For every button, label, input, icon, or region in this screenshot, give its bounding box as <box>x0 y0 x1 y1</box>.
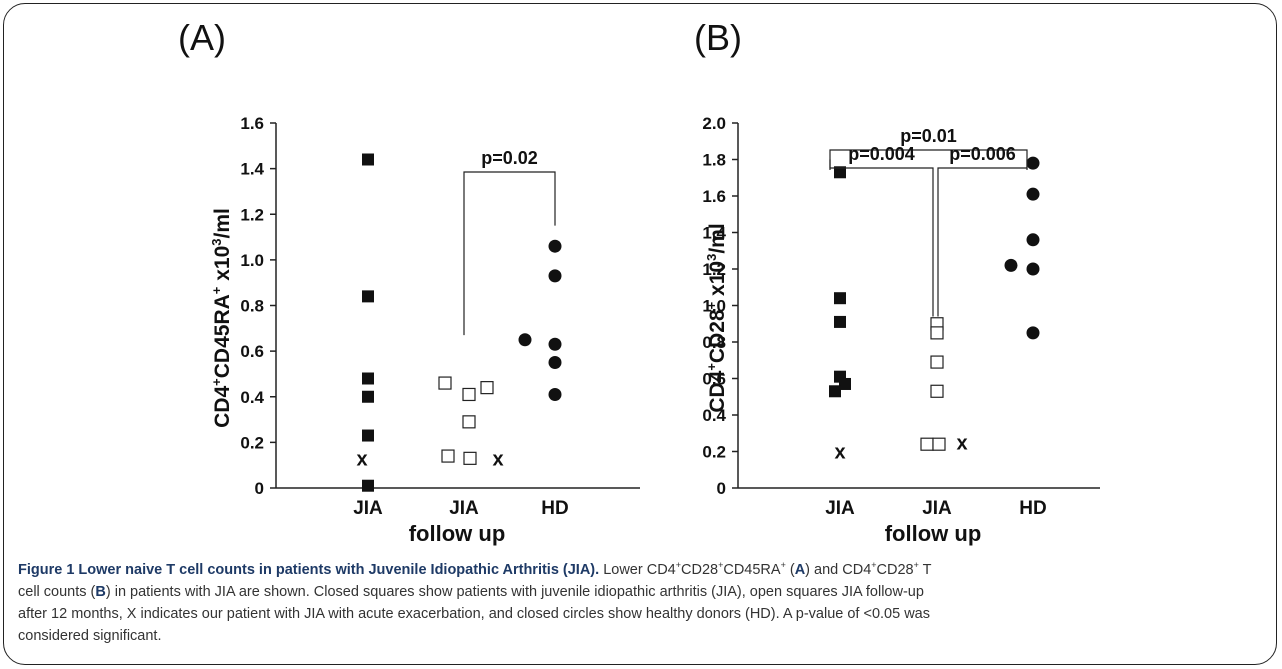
open-square-point <box>920 437 934 451</box>
open-square-point <box>930 355 944 369</box>
y-tick-label: 1.6 <box>240 114 264 133</box>
filled-circle-point <box>548 356 562 370</box>
panel-label-b: (B) <box>694 17 742 58</box>
x-axis-label-a: follow up <box>409 521 506 546</box>
y-tick-label: 1.4 <box>240 160 264 179</box>
filled-square-point <box>362 479 374 492</box>
filled-square-point <box>834 292 846 305</box>
filled-circle-point <box>1004 258 1018 272</box>
filled-square-point <box>829 385 841 398</box>
x-marker-point: x <box>956 432 967 454</box>
y-tick-label: 0.6 <box>240 342 264 361</box>
open-square-point <box>462 415 476 429</box>
filled-square-point <box>362 390 374 403</box>
open-square-point <box>463 451 477 465</box>
y-tick-label: 0.8 <box>702 333 726 352</box>
y-tick-label: 1.8 <box>702 151 726 170</box>
figure-charts: (A) (B) CD4+CD45RA+ x103/ml CD4+CD28+ x1… <box>178 17 1100 546</box>
significance-bracket <box>463 171 556 336</box>
filled-circle-point <box>548 387 562 401</box>
filled-square-point <box>839 377 851 390</box>
open-square-point <box>462 387 476 402</box>
x-marker-point: x <box>492 448 503 470</box>
panel-label-a: (A) <box>178 17 226 58</box>
y-tick-label: 2.0 <box>702 114 726 133</box>
open-square-point <box>438 376 452 390</box>
y-tick-label: 1.2 <box>240 205 264 224</box>
y-tick-label: 1.6 <box>702 187 726 206</box>
x-category-label: HD <box>541 498 568 519</box>
filled-circle-point <box>1026 156 1040 170</box>
y-tick-label: 1.2 <box>702 260 726 279</box>
filled-square-point <box>834 166 846 179</box>
open-square-point <box>441 449 455 463</box>
significance-bracket <box>829 159 934 317</box>
y-tick-label: 0.2 <box>240 433 264 452</box>
y-tick-label: 0.8 <box>240 297 264 316</box>
p-value-label: p=0.01 <box>900 126 957 146</box>
filled-circle-point <box>548 337 562 351</box>
y-axis-label-a: CD4+CD45RA+ x103/ml <box>209 208 234 428</box>
y-axis-label-b: CD4+CD28+ x103/ml <box>704 223 729 412</box>
open-square-point <box>930 384 944 398</box>
filled-square-point <box>834 315 846 328</box>
filled-circle-point <box>548 239 562 253</box>
filled-square-point <box>362 429 374 442</box>
caption-line-4: considered significant. <box>18 628 162 644</box>
x-axis-label-b: follow up <box>885 521 982 546</box>
filled-circle-point <box>1026 262 1040 276</box>
filled-circle-point <box>518 333 532 347</box>
x-category-label: JIA <box>922 498 952 519</box>
y-tick-label: 1.0 <box>702 297 726 316</box>
y-tick-label: 0.4 <box>702 406 726 425</box>
open-square-point <box>932 437 946 451</box>
x-category-label: JIA <box>353 498 383 519</box>
caption-title: Figure 1 Lower naive T cell counts in pa… <box>18 562 600 578</box>
plot-b: 0 0.2 0.4 0.6 0.8 1.0 1.2 1.4 1.6 1.8 2.0 JIA JIA HD x… <box>702 114 1100 519</box>
x-marker-point: x <box>834 442 845 464</box>
filled-circle-point <box>548 269 562 283</box>
significance-bracket <box>937 159 1028 317</box>
filled-circle-point <box>1026 326 1040 340</box>
caption-line-1: Figure 1 Lower naive T cell counts in pa… <box>18 560 932 578</box>
open-square-point <box>930 326 944 340</box>
open-square-point <box>480 381 494 395</box>
y-tick-label: 0.4 <box>240 388 264 407</box>
filled-circle-point <box>1026 187 1040 201</box>
plot-a: 0 0.2 0.4 0.6 0.8 1.0 1.2 1.4 1.6 JIA JIA HD x x p=0.0… <box>240 114 640 519</box>
y-tick-label: 0 <box>255 479 264 498</box>
x-category-label: JIA <box>825 498 855 519</box>
filled-square-point <box>362 153 374 166</box>
p-value-label: p=0.006 <box>949 144 1016 164</box>
p-value-label: p=0.02 <box>481 148 538 168</box>
y-tick-label: 0 <box>717 479 726 498</box>
x-category-label: HD <box>1019 498 1046 519</box>
figure-frame <box>3 3 1277 665</box>
y-tick-label: 1.0 <box>240 251 264 270</box>
filled-square-point <box>362 290 374 303</box>
x-marker-point: x <box>356 448 367 470</box>
caption-line-3: after 12 months, X indicates our patient… <box>18 606 930 622</box>
y-tick-label: 0.6 <box>702 370 726 389</box>
p-value-label: p=0.004 <box>848 144 915 164</box>
y-tick-label: 1.4 <box>702 224 726 243</box>
y-tick-label: 0.2 <box>702 443 726 462</box>
figure-caption: Figure 1 Lower naive T cell counts in pa… <box>18 559 1268 647</box>
caption-line-2: cell counts (B) in patients with JIA are… <box>18 584 924 600</box>
x-category-label: JIA <box>449 498 479 519</box>
filled-circle-point <box>1026 233 1040 247</box>
filled-square-point <box>362 372 374 385</box>
